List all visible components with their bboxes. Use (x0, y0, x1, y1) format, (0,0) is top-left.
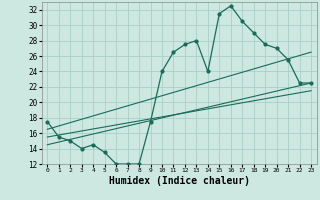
X-axis label: Humidex (Indice chaleur): Humidex (Indice chaleur) (109, 176, 250, 186)
